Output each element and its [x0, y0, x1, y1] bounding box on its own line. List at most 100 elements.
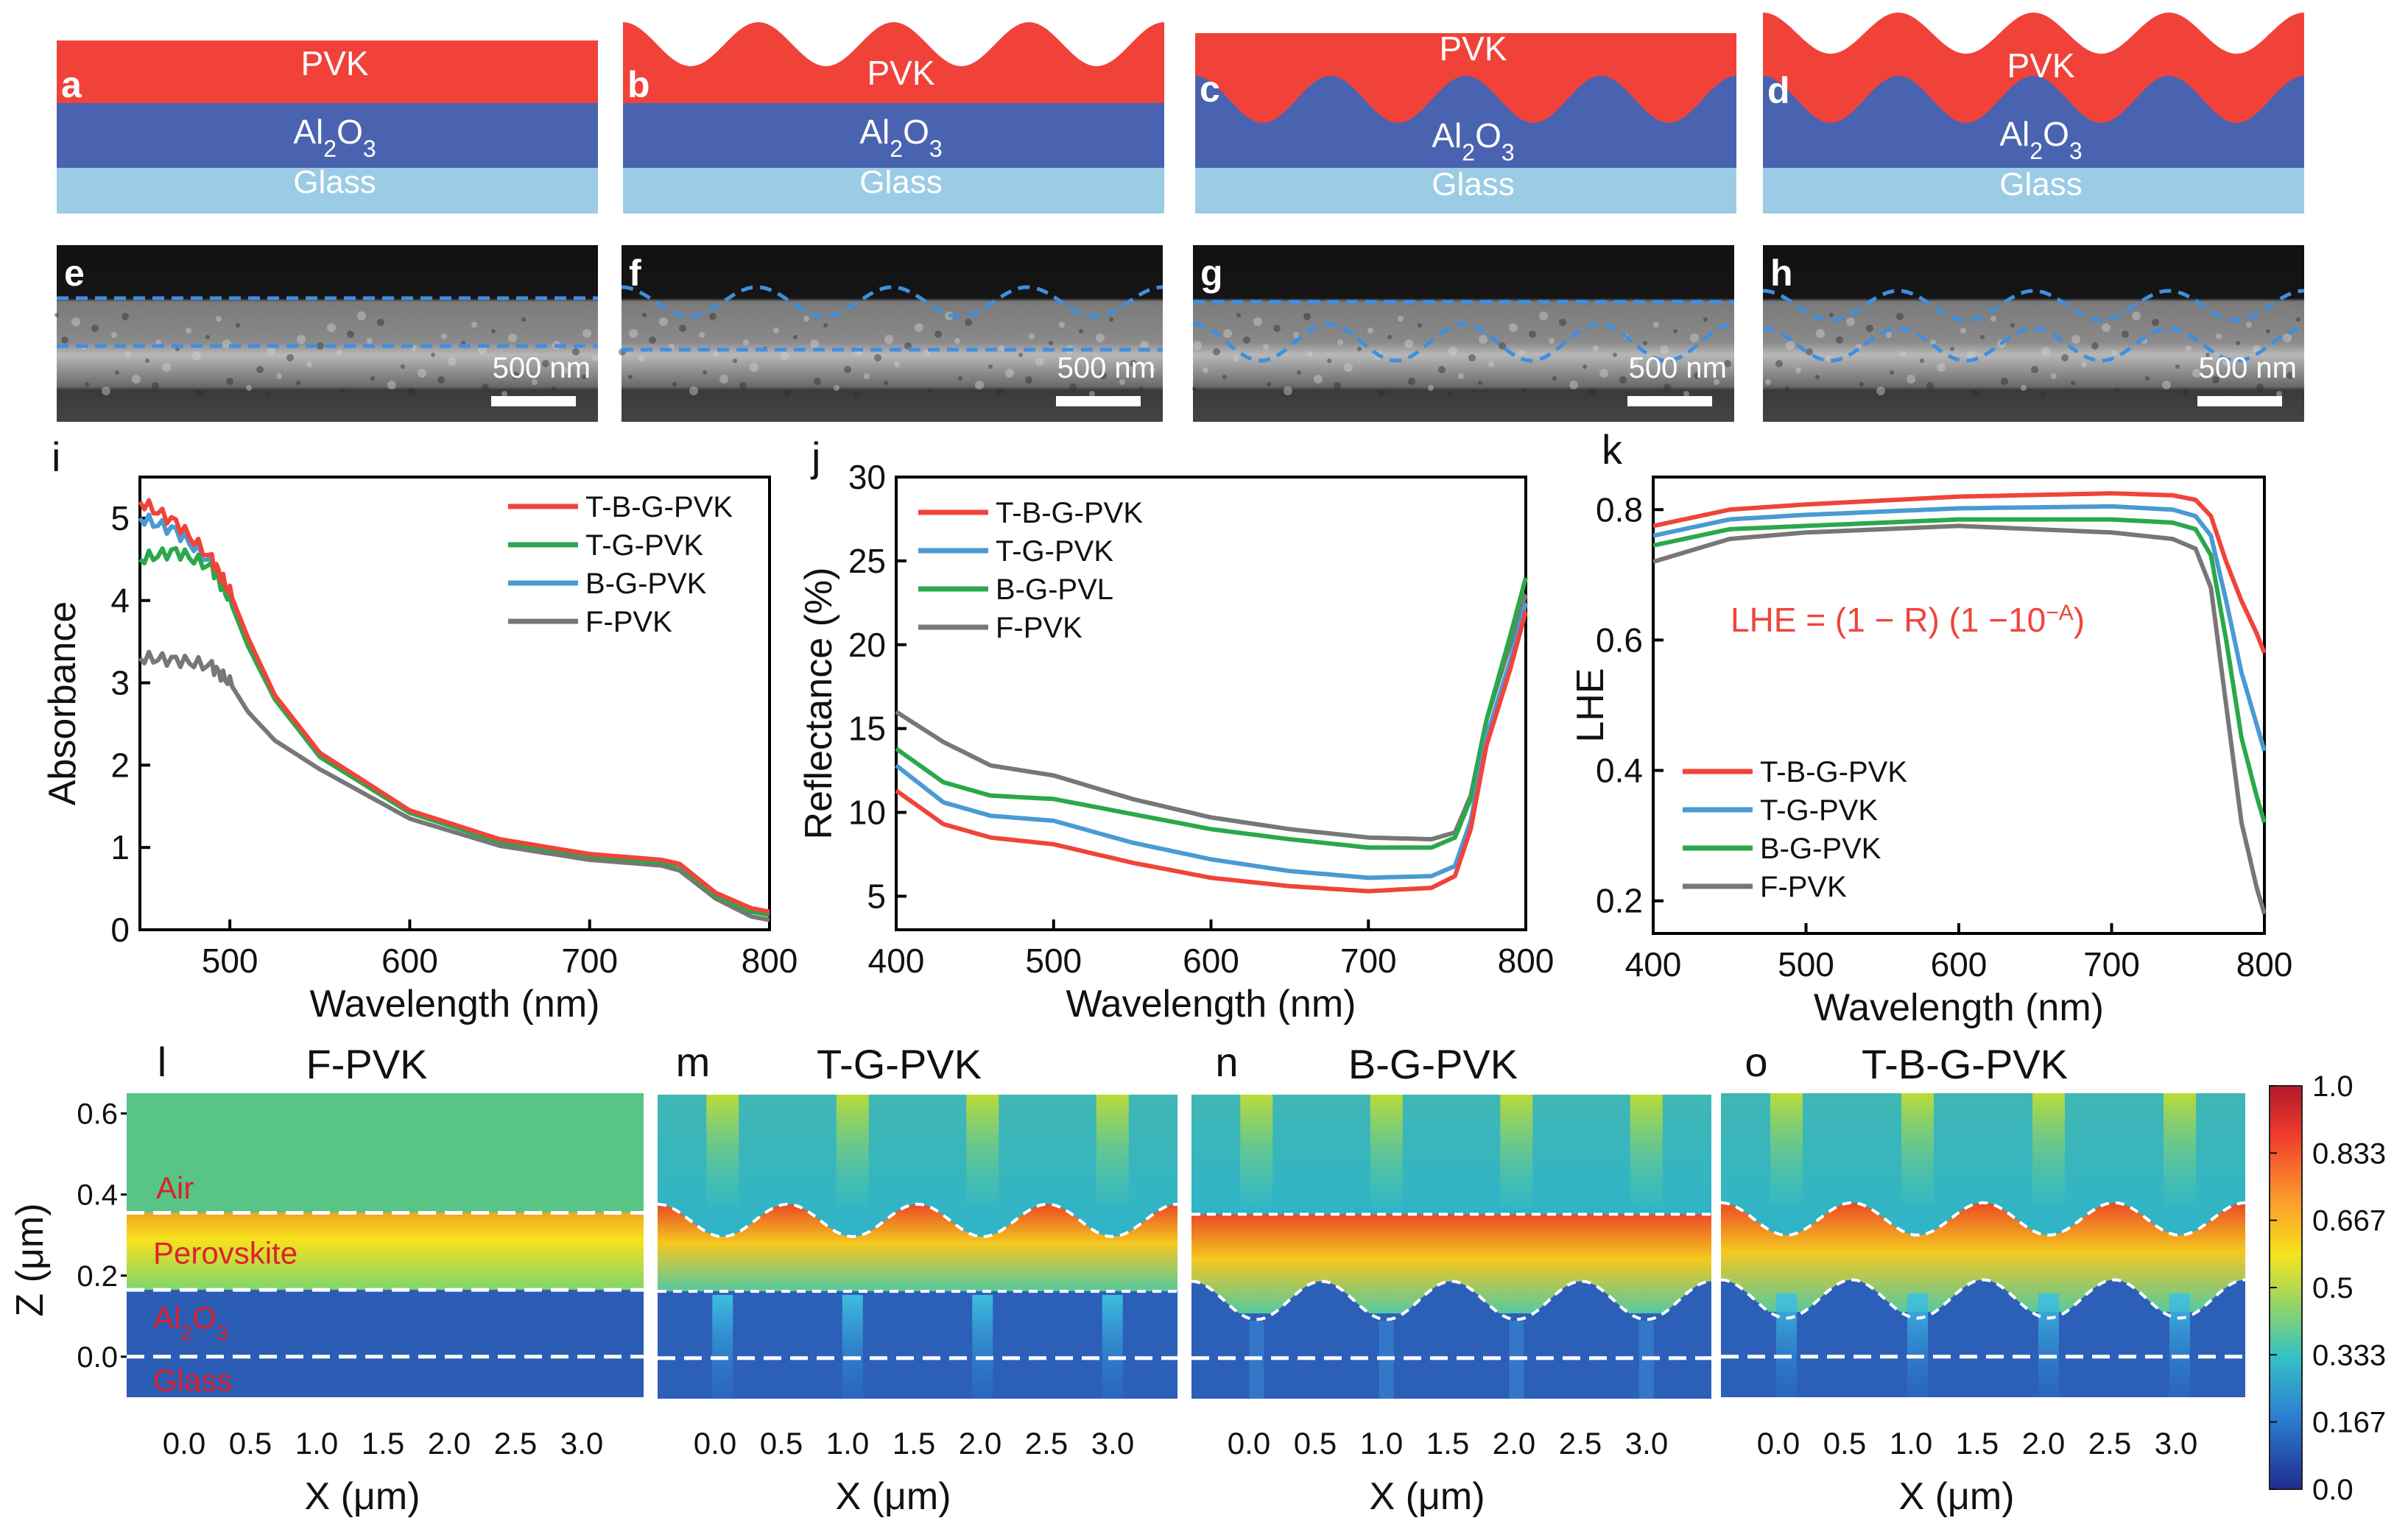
al2o3-o: O	[903, 113, 929, 151]
sem-grain	[1690, 333, 1699, 342]
air-region	[658, 1095, 1177, 1237]
x-tick-label: 600	[1183, 942, 1239, 980]
al2o3-layer	[1763, 76, 2304, 168]
sem-grain	[407, 388, 415, 395]
x-tick-label: 2.0	[959, 1426, 1001, 1461]
sem-grain	[267, 347, 275, 356]
field-map-o: o T-B-G-PVK 0.0 0.5 1.0 1.5 2.0 2.5 3.0 X (μm)	[1720, 1039, 2246, 1518]
sem-grain	[1059, 322, 1065, 328]
y-tick-label: 5	[867, 877, 886, 915]
sem-grain	[1694, 372, 1701, 379]
sem-grain	[512, 372, 519, 379]
field-column	[2164, 1093, 2196, 1206]
sem-grain	[1920, 359, 1924, 363]
sem-grain	[1049, 341, 1053, 345]
sem-grain	[162, 363, 171, 372]
sem-grain	[965, 319, 972, 326]
panel-letter-e: e	[64, 253, 85, 294]
x-tick-label: 400	[1625, 945, 1682, 984]
alumina-region	[1191, 1281, 1711, 1399]
scale-bar-label: 500 nm	[2199, 352, 2297, 384]
sem-grain	[1559, 319, 1566, 326]
sem-grain	[884, 381, 888, 385]
sem-grain	[1253, 317, 1262, 326]
sem-grain	[844, 366, 851, 373]
sem-panel-h: h 500 nm	[1762, 245, 2305, 422]
x-tick-label: 1.0	[295, 1426, 338, 1461]
air-region	[1191, 1095, 1711, 1215]
sem-grain	[2286, 372, 2294, 379]
sem-grain	[1866, 325, 1873, 332]
sem-grain	[743, 339, 749, 345]
scale-bar	[491, 396, 576, 406]
field-column	[1370, 1095, 1403, 1207]
scale-bar-label: 500 nm	[1629, 352, 1727, 384]
sem-panel-e: e 500 nm	[54, 245, 598, 422]
panel-letter-i: i	[52, 434, 60, 480]
series-line-t-g-pvk	[1652, 504, 2267, 752]
interface-outline-bottom	[1192, 322, 1735, 363]
legend-label: F-PVK	[1760, 871, 1847, 903]
x-tick-label: 0.0	[1228, 1426, 1270, 1461]
sem-grain	[2031, 366, 2038, 373]
sem-grain	[750, 363, 758, 372]
sem-grain	[1826, 356, 1831, 361]
field-column	[1770, 1093, 1803, 1206]
alumina-sub-2: 2	[180, 1321, 192, 1344]
sem-grain	[501, 391, 507, 397]
y-axis-label: Absorbance	[41, 601, 84, 806]
x-tick-label: 600	[1931, 945, 1988, 984]
y-tick-label: 3	[110, 664, 130, 702]
glass-layer	[623, 168, 1164, 213]
sem-panel-f: f 500 nm	[619, 245, 1163, 422]
sem-grain	[1990, 316, 1996, 322]
al2o3-sub-3: 3	[363, 135, 376, 162]
y-tick-label: 0.8	[1596, 490, 1643, 529]
sem-grain	[71, 317, 80, 326]
sem-grain	[340, 388, 345, 392]
sem-grain	[1724, 360, 1731, 367]
sem-grain	[709, 313, 717, 320]
series-line-b-g-pvk	[1652, 517, 2267, 824]
sem-grain	[1673, 329, 1677, 333]
x-tick-label: 1.5	[1426, 1426, 1469, 1461]
sem-grain	[1785, 386, 1789, 391]
x-tick-label: 800	[742, 942, 798, 980]
sem-grain	[739, 382, 747, 389]
field-column	[1500, 1095, 1533, 1207]
sem-grain	[1357, 347, 1362, 351]
sem-grain	[216, 316, 222, 322]
field-column	[1630, 1095, 1663, 1207]
sem-grain	[1703, 317, 1708, 322]
sem-grain	[1099, 372, 1107, 379]
sem-grain	[1660, 345, 1669, 354]
sem-grain	[1109, 317, 1113, 322]
series-line-f-pvk	[138, 649, 770, 922]
alumina-sub-3: 3	[216, 1321, 228, 1344]
sem-grain	[1267, 382, 1271, 386]
sem-grain	[370, 376, 375, 381]
panel-letter-a: a	[61, 64, 82, 105]
sem-grain	[552, 386, 556, 391]
sem-grain	[864, 373, 870, 379]
sem-grain	[1458, 373, 1464, 379]
series-line-t-b-g-pvk	[138, 498, 770, 914]
sem-grain	[1960, 328, 1966, 333]
legend-label: T-G-PVK	[1760, 794, 1878, 827]
sem-grain	[638, 356, 644, 361]
al2o3-o: O	[1475, 116, 1502, 155]
sem-grain	[874, 354, 881, 361]
panel-letter-l: l	[158, 1039, 166, 1085]
x-tick-label: 2.5	[2088, 1426, 2131, 1461]
scale-bar	[1627, 396, 1712, 406]
al2o3-layer	[1195, 76, 1736, 168]
sem-grain	[1243, 336, 1250, 344]
sem-grain	[1630, 357, 1638, 366]
x-tick-label: 500	[202, 942, 258, 980]
chart-k: 400 500 600 700 800 0.2 0.4 0.6 0.8 Wavelength (n…	[1569, 426, 2292, 1029]
sem-grain	[196, 389, 203, 397]
field-distribution-maps: l F-PVK 0.0 0.5 1.0 1.5 2.0 2.5 3.0 X (μm) 0.0 0.2 0…	[9, 1039, 2386, 1518]
sem-grain	[266, 392, 270, 397]
